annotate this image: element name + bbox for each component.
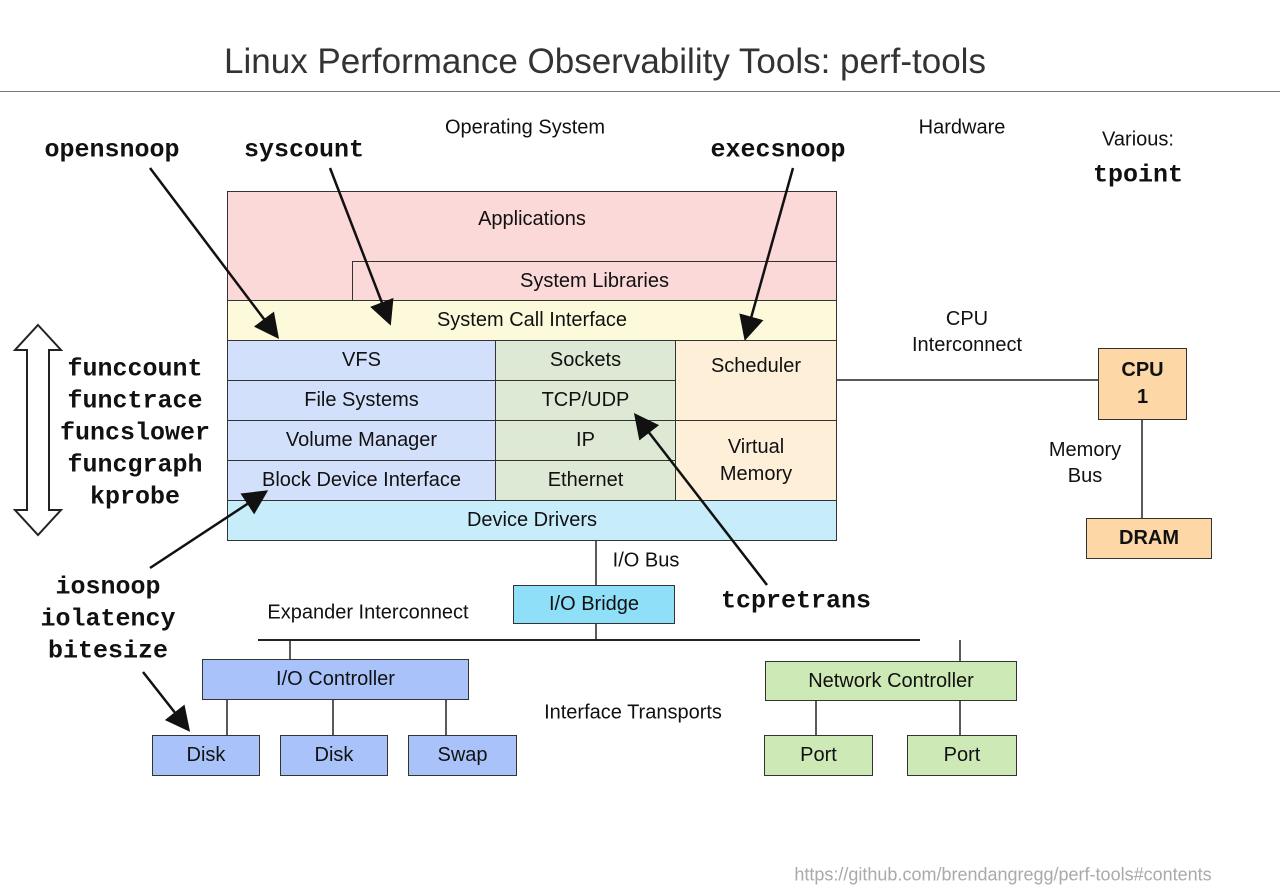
- footer-url[interactable]: https://github.com/brendangregg/perf-too…: [794, 864, 1212, 885]
- io-controller-label: I/O Controller: [276, 668, 395, 690]
- tool-bitesize: bitesize: [47, 636, 169, 666]
- tcp-udp-label: TCP/UDP: [541, 389, 630, 411]
- applications-label: Applications: [478, 208, 586, 230]
- tool-syscount: syscount: [243, 135, 365, 165]
- os-label: Operating System: [444, 116, 606, 139]
- bitesize-arrow: [142, 671, 191, 732]
- memory-bus-label: Memory Bus: [1048, 439, 1122, 487]
- scheduler-layer: Scheduler: [675, 340, 837, 421]
- cpu-interconnect-label: CPU Interconnect: [911, 308, 1023, 356]
- page-title: Linux Performance Observability Tools: p…: [224, 42, 986, 81]
- ip-layer: IP: [495, 420, 676, 461]
- tcpretrans-arrow: [633, 413, 768, 586]
- ip-label: IP: [576, 429, 595, 451]
- device-drivers-layer: Device Drivers: [227, 500, 837, 541]
- tool-execsnoop: execsnoop: [710, 135, 846, 165]
- tool-funcgraph: funcgraph: [67, 450, 203, 480]
- system-call-interface-label: System Call Interface: [436, 309, 628, 331]
- swap-box: Swap: [408, 735, 517, 776]
- cpu-label: CPU 1: [1121, 359, 1164, 408]
- tcp-udp-layer: TCP/UDP: [495, 380, 676, 421]
- vfs-layer: VFS: [227, 340, 496, 381]
- tool-iolatency: iolatency: [40, 604, 176, 634]
- volume-manager-label: Volume Manager: [285, 429, 438, 451]
- tool-opensnoop: opensnoop: [44, 135, 180, 165]
- block-device-interface-label: Block Device Interface: [262, 469, 461, 491]
- network-controller-box: Network Controller: [765, 661, 1017, 701]
- io-bus-label: I/O Bus: [612, 549, 680, 572]
- tool-iosnoop: iosnoop: [55, 572, 161, 602]
- interface-transports-label: Interface Transports: [544, 701, 722, 724]
- device-drivers-label: Device Drivers: [466, 509, 598, 531]
- syscount-arrow: [328, 167, 394, 326]
- swap-label: Swap: [437, 744, 488, 766]
- iosnoop-arrow: [149, 490, 269, 570]
- expander-interconnect-label: Expander Interconnect: [267, 601, 469, 624]
- block-device-interface-layer: Block Device Interface: [227, 460, 496, 501]
- sockets-layer: Sockets: [495, 340, 676, 381]
- port-label: Port: [943, 744, 981, 766]
- tool-functrace: functrace: [67, 386, 203, 416]
- hardware-label: Hardware: [918, 116, 1006, 139]
- io-controller-box: I/O Controller: [202, 659, 469, 700]
- network-controller-label: Network Controller: [808, 669, 974, 692]
- ethernet-label: Ethernet: [547, 469, 624, 491]
- port-box: Port: [907, 735, 1017, 776]
- disk-box: Disk: [280, 735, 388, 776]
- disk-label: Disk: [314, 744, 354, 766]
- disk-label: Disk: [186, 744, 226, 766]
- opensnoop-arrow: [149, 167, 280, 339]
- file-systems-label: File Systems: [304, 389, 419, 411]
- tool-funccount: funccount: [67, 354, 203, 384]
- scheduler-label: Scheduler: [710, 355, 802, 377]
- tool-kprobe: kprobe: [89, 482, 181, 512]
- port-box: Port: [764, 735, 873, 776]
- virtual-memory-label: Virtual Memory: [719, 435, 793, 485]
- virtual-memory-layer: Virtual Memory: [675, 420, 837, 501]
- disk-box: Disk: [152, 735, 260, 776]
- dram-box: DRAM: [1086, 518, 1212, 559]
- title-divider: [0, 91, 1280, 92]
- tool-tpoint: tpoint: [1092, 160, 1184, 190]
- system-libraries-label: System Libraries: [520, 269, 669, 292]
- system-call-interface-layer: System Call Interface: [227, 300, 837, 341]
- ethernet-layer: Ethernet: [495, 460, 676, 501]
- double-arrow-icon: [12, 323, 64, 537]
- vfs-label: VFS: [342, 349, 381, 371]
- dram-label: DRAM: [1119, 527, 1179, 549]
- various-label: Various:: [1102, 128, 1174, 151]
- io-bridge-box: I/O Bridge: [513, 585, 675, 624]
- tool-funcslower: funcslower: [59, 418, 211, 448]
- port-label: Port: [800, 744, 837, 766]
- system-libraries-layer: System Libraries: [352, 261, 837, 301]
- sockets-label: Sockets: [549, 349, 622, 371]
- execsnoop-arrow: [739, 167, 795, 341]
- io-bridge-label: I/O Bridge: [548, 593, 640, 615]
- cpu-box: CPU 1: [1098, 348, 1187, 420]
- tool-tcpretrans: tcpretrans: [720, 586, 872, 616]
